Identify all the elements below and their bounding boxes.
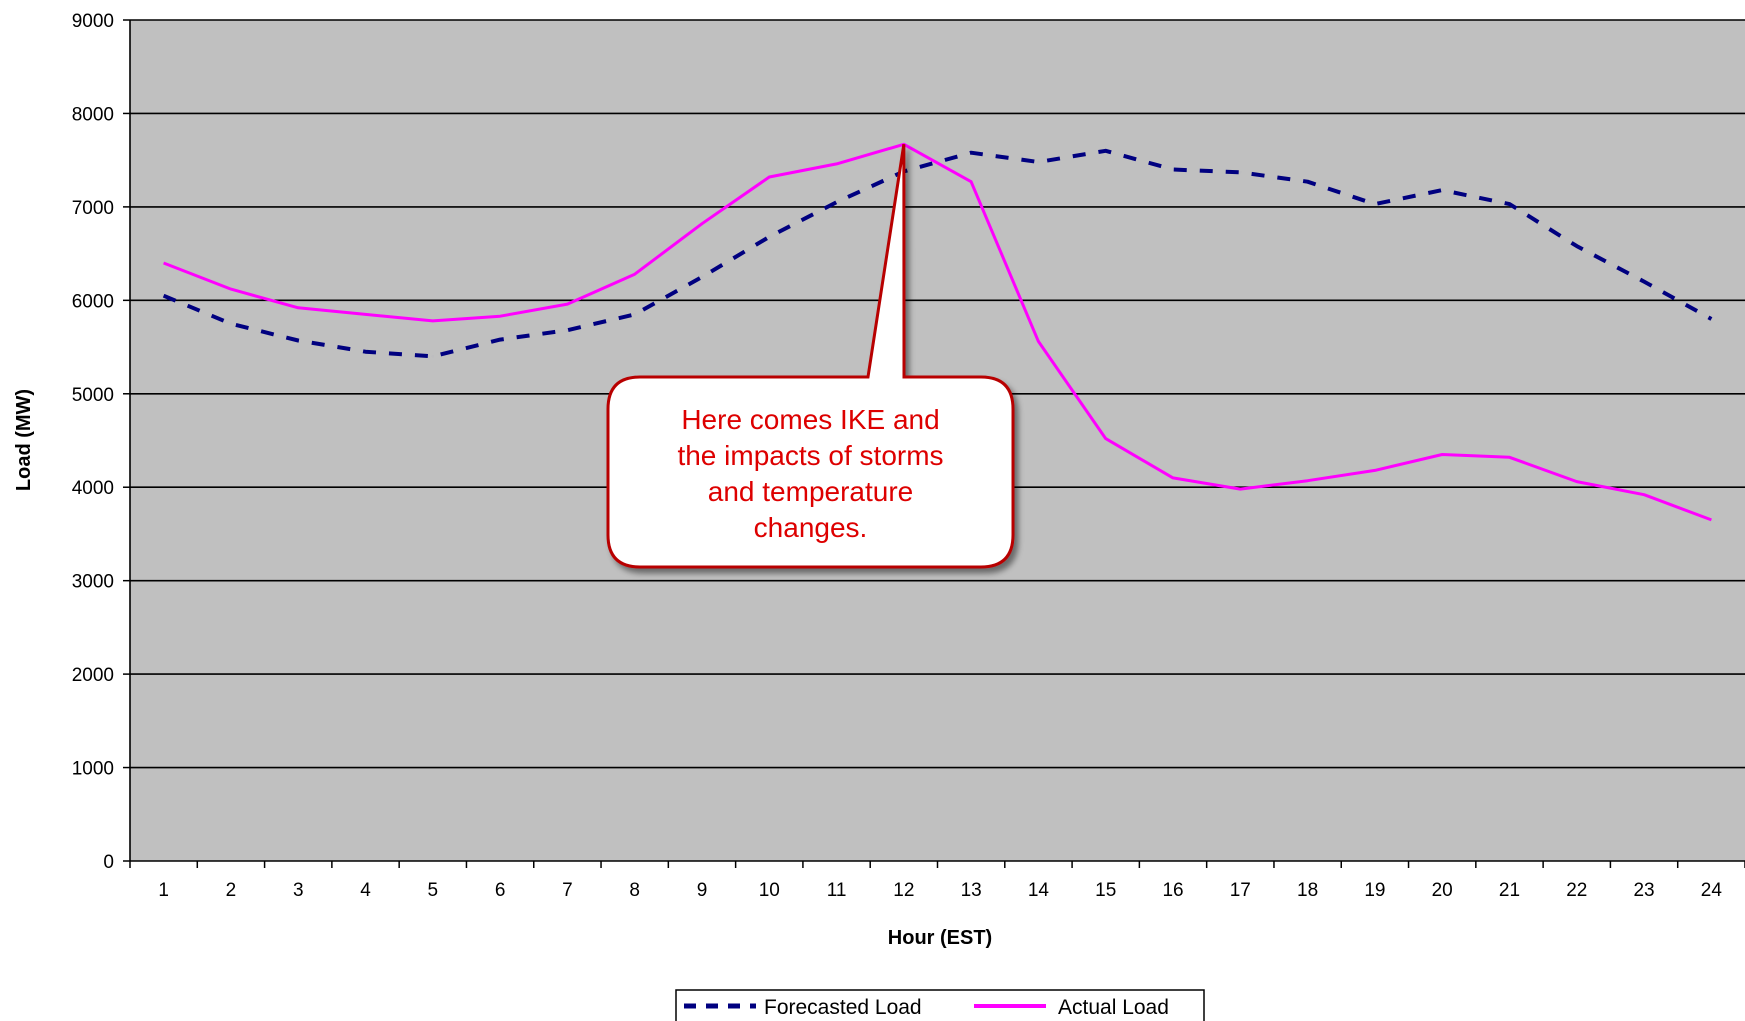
data-point	[431, 319, 434, 322]
x-tick-label: 6	[495, 880, 506, 901]
series-line-forecasted	[162, 148, 1713, 359]
x-tick-label: 9	[697, 880, 708, 901]
x-tick-label: 1	[158, 880, 169, 901]
x-axis: 1 2 3 4 5 6 7 8 9 10 11 12 13 14 15 16 17 18 19 20 21 22 23 24	[129, 860, 1745, 901]
data-point	[1037, 340, 1040, 343]
callout-bubble	[606, 144, 1015, 569]
x-tick-label: 7	[562, 880, 573, 901]
data-point	[1239, 488, 1242, 491]
x-tick-label: 17	[1230, 880, 1251, 901]
data-point	[1037, 161, 1040, 164]
series-layer	[162, 142, 1713, 522]
y-axis: 0 1000 2000 3000 4000 5000 6000 7000 8000 9000	[72, 11, 131, 873]
callout-text-line: Here comes IKE and	[681, 404, 939, 435]
x-tick-label: 18	[1297, 880, 1318, 901]
x-tick-label: 22	[1566, 880, 1587, 901]
series-line-actual	[163, 142, 1712, 522]
x-tick-label: 14	[1028, 880, 1050, 901]
x-tick-label: 21	[1499, 880, 1520, 901]
data-point	[229, 322, 232, 325]
data-point	[1373, 469, 1376, 472]
x-tick-label: 13	[961, 880, 982, 901]
data-point	[162, 261, 165, 264]
legend-label-forecasted: Forecasted Load	[764, 996, 922, 1019]
data-point	[700, 275, 703, 278]
x-tick-label: 15	[1095, 880, 1116, 901]
data-point	[364, 313, 367, 316]
gridlines	[130, 19, 1745, 769]
x-tick-label: 24	[1701, 880, 1723, 901]
y-tick-label: 5000	[72, 385, 114, 406]
x-tick-label: 8	[629, 880, 640, 901]
data-point	[1104, 149, 1107, 152]
y-tick-label: 7000	[72, 198, 114, 219]
callout: Here comes IKE and the impacts of storms a…	[606, 144, 1015, 569]
data-point	[566, 329, 569, 332]
data-point	[1710, 518, 1713, 521]
data-point	[1643, 280, 1646, 283]
legend-box	[675, 989, 1205, 1021]
x-tick-label: 5	[428, 880, 439, 901]
data-point	[566, 303, 569, 306]
x-axis-title: Hour (EST)	[888, 927, 992, 949]
data-point	[633, 273, 636, 276]
legend-label-actual: Actual Load	[1058, 996, 1169, 1019]
data-point	[768, 235, 771, 238]
x-tick-label: 23	[1633, 880, 1654, 901]
data-point	[768, 175, 771, 178]
y-tick-label: 9000	[72, 11, 114, 32]
data-point	[1239, 171, 1242, 174]
x-tick-label: 4	[360, 880, 371, 901]
data-point	[499, 338, 502, 341]
data-point	[1306, 180, 1309, 183]
legend: Forecasted Load Actual Load	[675, 989, 1205, 1021]
data-point	[1643, 493, 1646, 496]
data-point	[297, 306, 300, 309]
data-point	[162, 294, 165, 297]
callout-text-line: changes.	[754, 512, 868, 543]
data-point	[633, 313, 636, 316]
data-point	[297, 339, 300, 342]
data-point	[970, 180, 973, 183]
data-point	[364, 350, 367, 353]
data-point	[1306, 479, 1309, 482]
data-point	[1172, 476, 1175, 479]
y-tick-label: 0	[103, 852, 114, 873]
data-point	[1508, 203, 1511, 206]
data-point	[1441, 189, 1444, 192]
data-point	[1373, 203, 1376, 206]
data-point	[700, 222, 703, 225]
data-point	[431, 355, 434, 358]
data-point	[835, 201, 838, 204]
y-tick-label: 6000	[72, 291, 114, 312]
x-tick-label: 11	[827, 880, 847, 901]
data-point	[1575, 480, 1578, 483]
y-tick-label: 4000	[72, 478, 114, 499]
data-point	[970, 151, 973, 154]
data-point	[1508, 456, 1511, 459]
data-point	[1710, 318, 1713, 321]
data-point	[835, 162, 838, 165]
y-tick-label: 2000	[72, 665, 114, 686]
data-point	[1441, 453, 1444, 456]
x-tick-label: 10	[759, 880, 780, 901]
data-point	[229, 288, 232, 291]
y-tick-label: 8000	[72, 104, 114, 125]
x-tick-label: 20	[1432, 880, 1453, 901]
data-point	[1172, 168, 1175, 171]
x-tick-label: 12	[893, 880, 914, 901]
x-tick-label: 19	[1364, 880, 1385, 901]
x-tick-label: 3	[293, 880, 304, 901]
x-tick-label: 2	[226, 880, 237, 901]
y-tick-label: 3000	[72, 572, 114, 593]
callout-text-line: and temperature	[708, 476, 913, 507]
data-point	[499, 315, 502, 318]
data-point	[1575, 245, 1578, 248]
callout-text-line: the impacts of storms	[677, 440, 943, 471]
y-tick-label: 1000	[72, 759, 114, 780]
x-tick-label: 16	[1162, 880, 1183, 901]
y-axis-title: Load (MW)	[13, 389, 35, 491]
data-point	[1104, 437, 1107, 440]
